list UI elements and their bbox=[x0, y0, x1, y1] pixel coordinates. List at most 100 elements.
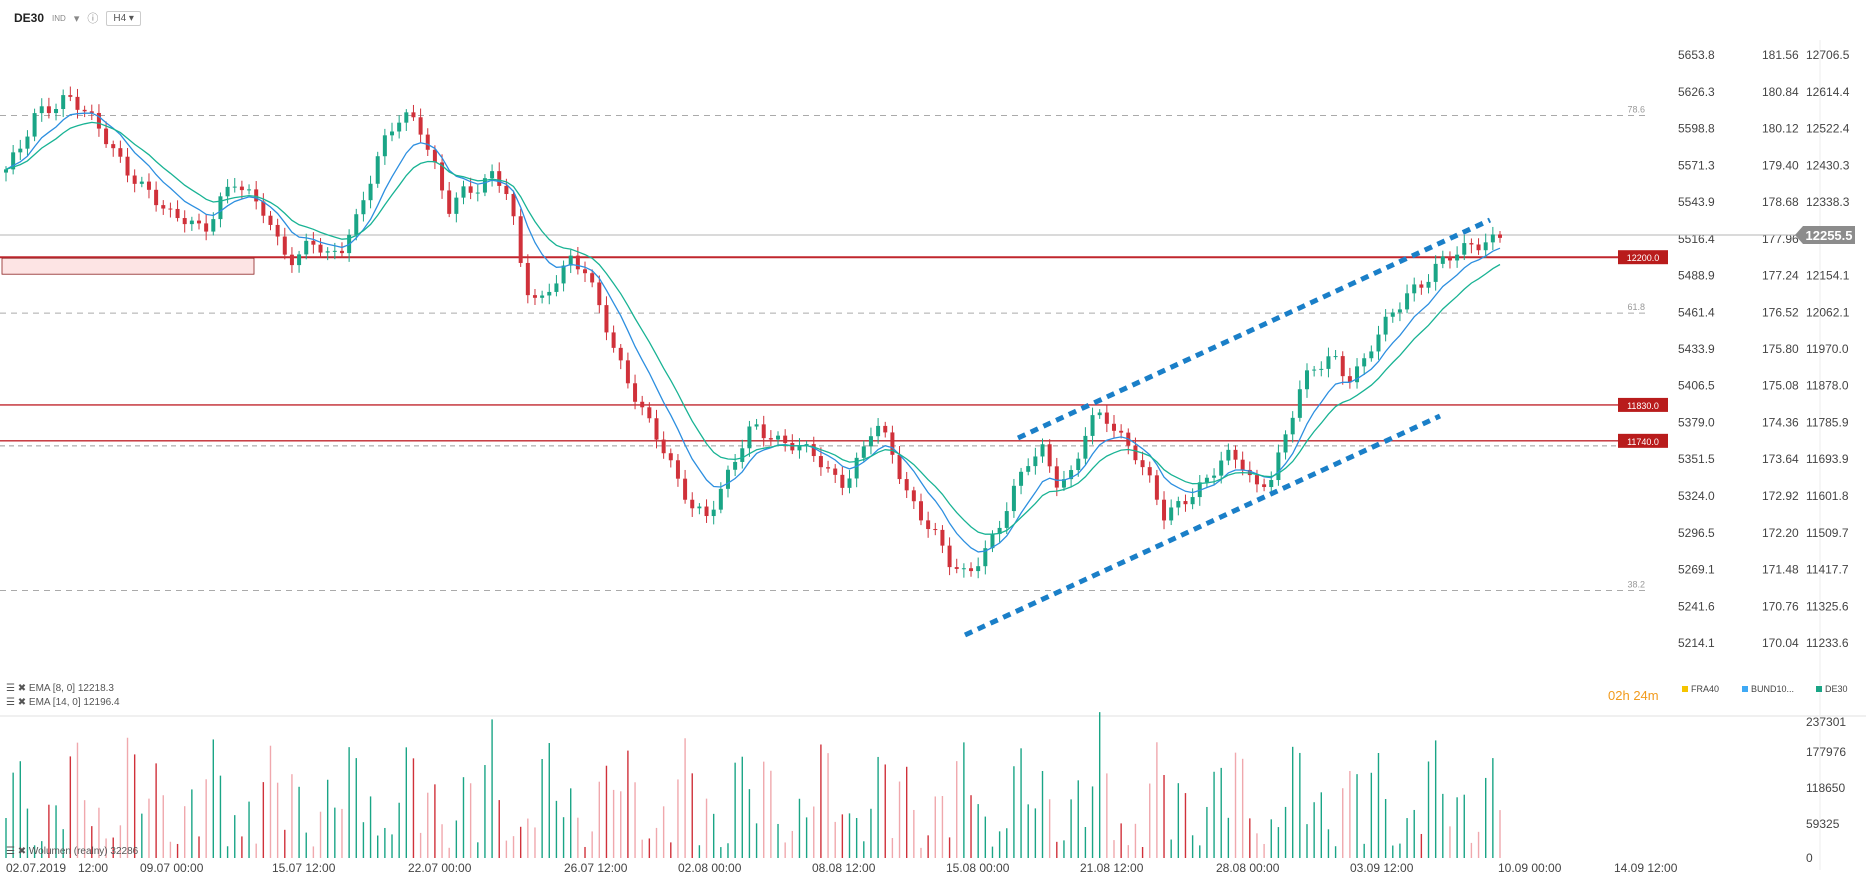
volume-axis-label: 237301 bbox=[1806, 715, 1846, 729]
candle-body bbox=[175, 208, 180, 219]
candle-body bbox=[397, 122, 402, 132]
candle-body bbox=[797, 445, 802, 451]
candle-body bbox=[1204, 477, 1209, 483]
candle-body bbox=[883, 425, 888, 433]
axis2-tick-label: 171.48 bbox=[1762, 563, 1799, 577]
candle-body bbox=[1426, 281, 1431, 288]
ema-slow-legend[interactable]: ☰ ✖ EMA [14, 0] 12196.4 bbox=[6, 697, 120, 708]
axis1-tick-label: 5433.9 bbox=[1678, 342, 1715, 356]
candle-body bbox=[1498, 234, 1502, 238]
candle-timer: 02h 24m bbox=[1608, 688, 1659, 703]
candle-body bbox=[647, 407, 652, 419]
candle-body bbox=[861, 446, 866, 458]
candle-body bbox=[1440, 256, 1445, 264]
chevron-down-icon[interactable]: ▾ bbox=[73, 12, 80, 25]
candle-body bbox=[1490, 234, 1495, 243]
candle-body bbox=[197, 220, 202, 224]
time-axis-label: 15.07 12:00 bbox=[272, 861, 336, 875]
symbol-label[interactable]: DE30 bbox=[14, 11, 45, 25]
candle-body bbox=[1011, 485, 1016, 512]
axis1-tick-label: 5653.8 bbox=[1678, 48, 1715, 62]
candle-body bbox=[354, 214, 359, 235]
price-tick-label: 11693.9 bbox=[1806, 452, 1849, 466]
candle-body bbox=[1347, 376, 1352, 383]
axis2-tick-label: 172.92 bbox=[1762, 489, 1799, 503]
candle-body bbox=[361, 200, 366, 215]
candle-body bbox=[633, 383, 638, 402]
instrument-de30[interactable]: DE30 bbox=[1816, 684, 1848, 694]
candle-body bbox=[583, 269, 588, 274]
ema-fast-legend[interactable]: ☰ ✖ EMA [8, 0] 12218.3 bbox=[6, 683, 114, 694]
candle-body bbox=[1219, 460, 1224, 476]
instrument-bund[interactable]: BUND10... bbox=[1742, 684, 1794, 694]
candle-body bbox=[447, 190, 452, 214]
volume-legend[interactable]: ☰ ✖ Wolumen (realny) 32286 bbox=[6, 846, 139, 857]
candle-body bbox=[511, 194, 516, 217]
time-axis-label: 21.08 12:00 bbox=[1080, 861, 1144, 875]
candle-body bbox=[146, 181, 151, 190]
axis2-tick-label: 179.40 bbox=[1762, 158, 1799, 172]
candle-body bbox=[969, 568, 974, 572]
candle-body bbox=[1369, 351, 1374, 359]
candle-body bbox=[683, 478, 688, 500]
candle-body bbox=[1433, 263, 1438, 282]
candle-body bbox=[304, 240, 309, 255]
instrument-fra40[interactable]: FRA40 bbox=[1682, 684, 1719, 694]
current-price-label: 12255.5 bbox=[1806, 228, 1853, 243]
bund-color-swatch bbox=[1742, 686, 1748, 692]
candle-body bbox=[1176, 501, 1181, 508]
axis2-tick-label: 173.64 bbox=[1762, 452, 1799, 466]
candle-body bbox=[1154, 475, 1159, 500]
candle-body bbox=[125, 156, 130, 176]
candle-body bbox=[425, 134, 430, 150]
axis1-tick-label: 5598.8 bbox=[1678, 121, 1715, 135]
time-axis-label: 12:00 bbox=[78, 861, 108, 875]
candle-body bbox=[211, 219, 216, 232]
candle-body bbox=[490, 171, 495, 179]
candle-body bbox=[39, 106, 44, 114]
candle-body bbox=[1390, 312, 1395, 317]
candle-body bbox=[25, 136, 30, 149]
candle-body bbox=[818, 456, 823, 468]
price-tick-label: 11601.8 bbox=[1806, 489, 1849, 503]
candle-body bbox=[1362, 358, 1367, 367]
candle-body bbox=[1183, 501, 1188, 505]
candle-body bbox=[540, 295, 545, 298]
candle-body bbox=[368, 183, 373, 201]
candle-body bbox=[1405, 293, 1410, 310]
candle-body bbox=[933, 529, 938, 531]
candle-body bbox=[411, 112, 416, 118]
axis1-tick-label: 5351.5 bbox=[1678, 452, 1715, 466]
candle-body bbox=[232, 186, 237, 188]
axis2-tick-label: 176.52 bbox=[1762, 305, 1799, 319]
time-axis-label: 08.08 12:00 bbox=[812, 861, 876, 875]
candle-body bbox=[690, 499, 695, 509]
candle-body bbox=[976, 566, 981, 572]
candle-body bbox=[618, 347, 623, 361]
price-level-tag bbox=[1618, 397, 1668, 412]
price-tick-label: 11878.0 bbox=[1806, 379, 1849, 393]
candle-body bbox=[111, 144, 116, 149]
candle-body bbox=[1462, 243, 1467, 255]
candle-body bbox=[954, 567, 959, 569]
info-icon[interactable]: ⓘ bbox=[87, 13, 99, 25]
candle-body bbox=[468, 186, 473, 193]
candle-body bbox=[204, 223, 209, 232]
candle-body bbox=[1226, 449, 1231, 461]
current-price-badge bbox=[1795, 226, 1855, 245]
candle-body bbox=[1004, 511, 1009, 528]
candle-body bbox=[554, 283, 559, 292]
channel-lower-line bbox=[963, 413, 1442, 638]
candle-body bbox=[339, 250, 344, 254]
price-level-tag bbox=[1618, 250, 1668, 265]
time-axis-label: 14.09 12:00 bbox=[1614, 861, 1678, 875]
axis1-tick-label: 5324.0 bbox=[1678, 489, 1715, 503]
candle-body bbox=[254, 189, 259, 202]
candle-body bbox=[1254, 475, 1259, 485]
candle-body bbox=[104, 128, 109, 145]
candle-body bbox=[390, 131, 395, 136]
candle-body bbox=[189, 220, 194, 225]
timeframe-select[interactable]: H4 ▾ bbox=[106, 10, 141, 26]
candle-body bbox=[604, 305, 609, 333]
